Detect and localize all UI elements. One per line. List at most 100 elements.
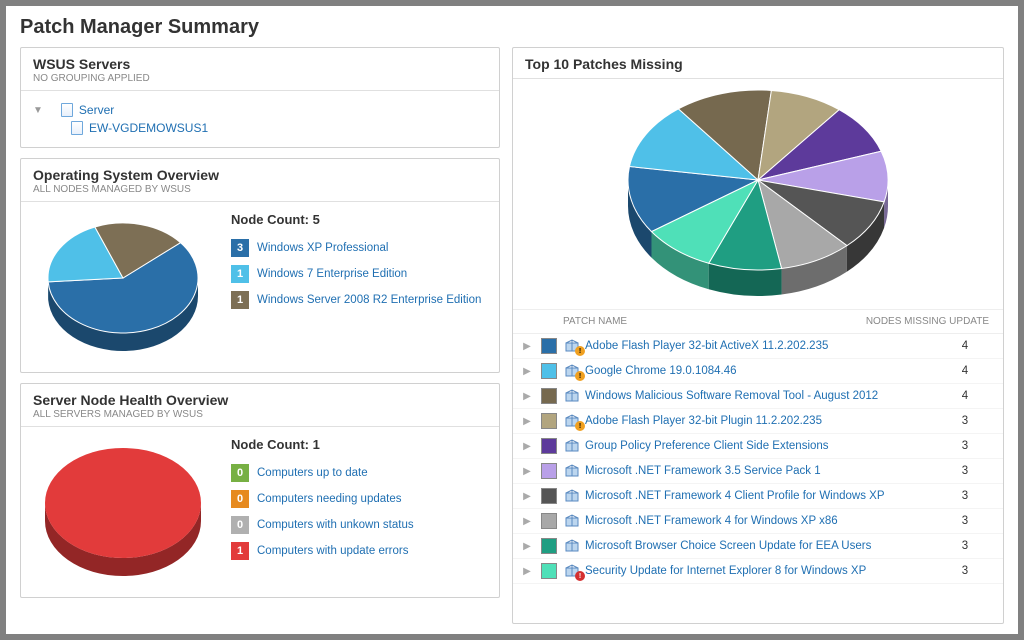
patch-count: 4 — [935, 340, 995, 352]
os-legend-label[interactable]: Windows XP Professional — [257, 242, 388, 254]
health-legend-item[interactable]: 0 Computers with unkown status — [231, 512, 487, 538]
patch-row[interactable]: ▶ Microsoft Browser Choice Screen Update… — [513, 534, 1003, 559]
patch-name-link[interactable]: Microsoft .NET Framework 4 Client Profil… — [585, 490, 935, 502]
package-icon — [565, 489, 581, 503]
patch-row[interactable]: ▶ Windows Malicious Software Removal Too… — [513, 384, 1003, 409]
health-legend-item[interactable]: 0 Computers up to date — [231, 460, 487, 486]
wsus-children: EW-VGDEMOWSUS1 — [33, 119, 487, 137]
health-header: Server Node Health Overview All servers … — [21, 384, 499, 427]
patch-name-link[interactable]: Windows Malicious Software Removal Tool … — [585, 390, 935, 402]
tree-root-label[interactable]: Server — [79, 103, 114, 117]
patch-name-link[interactable]: Adobe Flash Player 32-bit Plugin 11.2.20… — [585, 415, 935, 427]
health-legend-item[interactable]: 0Computers needing updates — [231, 486, 487, 512]
patches-col-name: Patch Name — [521, 316, 855, 327]
patch-color-swatch — [541, 463, 557, 479]
patch-name-link[interactable]: Microsoft Browser Choice Screen Update f… — [585, 540, 935, 552]
patch-count: 3 — [935, 565, 995, 577]
patch-name-link[interactable]: Adobe Flash Player 32-bit ActiveX 11.2.2… — [585, 340, 935, 352]
expand-caret-icon[interactable]: ▶ — [521, 366, 533, 377]
health-legend-item[interactable]: 1 Computers with update errors — [231, 538, 487, 564]
os-node-count: Node Count: 5 — [231, 212, 487, 227]
health-legend-label[interactable]: Computers with unkown status — [257, 519, 414, 531]
tree-child-row[interactable]: EW-VGDEMOWSUS1 — [71, 119, 487, 137]
wsus-header: WSUS Servers No grouping applied — [21, 48, 499, 91]
expand-caret-icon[interactable]: ▶ — [521, 341, 533, 352]
health-legend-swatch: 1 — [231, 542, 249, 560]
patches-body: Patch Name Nodes Missing Update ▶ Adobe … — [513, 79, 1003, 623]
right-column: Top 10 Patches Missing Patch Name Nodes … — [512, 47, 1004, 624]
package-icon — [565, 439, 581, 453]
error-badge-icon — [575, 571, 585, 581]
patch-row[interactable]: ▶ Adobe Flash Player 32-bit Plugin 11.2.… — [513, 409, 1003, 434]
os-pie-chart — [33, 212, 213, 362]
patch-count: 4 — [935, 365, 995, 377]
expand-caret-icon[interactable]: ▶ — [521, 516, 533, 527]
os-legend-label[interactable]: Windows Server 2008 R2 Enterprise Editio… — [257, 294, 481, 306]
patch-row[interactable]: ▶ Google Chrome 19.0.1084.46 4 — [513, 359, 1003, 384]
patch-count: 3 — [935, 490, 995, 502]
patch-name-link[interactable]: Microsoft .NET Framework 3.5 Service Pac… — [585, 465, 935, 477]
patch-color-swatch — [541, 388, 557, 404]
wsus-subtitle: No grouping applied — [33, 73, 487, 84]
server-group-icon — [61, 103, 73, 117]
patch-row[interactable]: ▶ Microsoft .NET Framework 4 for Windows… — [513, 509, 1003, 534]
package-icon — [565, 514, 581, 528]
os-legend-item[interactable]: 1 Windows 7 Enterprise Edition — [231, 261, 487, 287]
package-icon — [565, 339, 581, 353]
expand-caret-icon[interactable]: ▶ — [521, 416, 533, 427]
health-node-count: Node Count: 1 — [231, 437, 487, 452]
patch-row[interactable]: ▶ Adobe Flash Player 32-bit ActiveX 11.2… — [513, 334, 1003, 359]
patches-header: Top 10 Patches Missing — [513, 48, 1003, 79]
os-legend-label[interactable]: Windows 7 Enterprise Edition — [257, 268, 407, 280]
patch-name-link[interactable]: Group Policy Preference Client Side Exte… — [585, 440, 935, 452]
patches-col-count: Nodes Missing Update — [855, 316, 995, 327]
package-icon — [565, 564, 581, 578]
patch-count: 3 — [935, 465, 995, 477]
health-panel: Server Node Health Overview All servers … — [20, 383, 500, 598]
tree-root-row[interactable]: ▼ Server — [33, 101, 487, 119]
os-legend-item[interactable]: 3 Windows XP Professional — [231, 235, 487, 261]
expand-caret-icon[interactable]: ▶ — [521, 541, 533, 552]
patch-name-link[interactable]: Microsoft .NET Framework 4 for Windows X… — [585, 515, 935, 527]
package-icon — [565, 414, 581, 428]
patch-count: 3 — [935, 540, 995, 552]
health-legend-label[interactable]: Computers with update errors — [257, 545, 408, 557]
health-legend-swatch: 0 — [231, 516, 249, 534]
health-body: Node Count: 1 0Computers up to date0Comp… — [21, 427, 499, 597]
package-icon — [565, 539, 581, 553]
expand-caret-icon[interactable]: ▶ — [521, 491, 533, 502]
warning-badge-icon — [575, 346, 585, 356]
expand-caret-icon[interactable]: ▶ — [521, 391, 533, 402]
patch-row[interactable]: ▶ Microsoft .NET Framework 3.5 Service P… — [513, 459, 1003, 484]
dashboard-page: Patch Manager Summary WSUS Servers No gr… — [6, 6, 1018, 634]
caret-down-icon[interactable]: ▼ — [33, 105, 43, 116]
patches-pie-wrap — [513, 79, 1003, 309]
package-icon — [565, 364, 581, 378]
patch-name-link[interactable]: Security Update for Internet Explorer 8 … — [585, 565, 935, 577]
os-legend-swatch: 3 — [231, 239, 249, 257]
health-legend-swatch: 0 — [231, 464, 249, 482]
patch-color-swatch — [541, 363, 557, 379]
patch-color-swatch — [541, 338, 557, 354]
os-subtitle: All nodes managed by WSUS — [33, 184, 487, 195]
health-legend-label[interactable]: Computers needing updates — [257, 493, 402, 505]
expand-caret-icon[interactable]: ▶ — [521, 566, 533, 577]
patch-color-swatch — [541, 413, 557, 429]
patch-count: 3 — [935, 440, 995, 452]
expand-caret-icon[interactable]: ▶ — [521, 466, 533, 477]
patch-name-link[interactable]: Google Chrome 19.0.1084.46 — [585, 365, 935, 377]
patch-row[interactable]: ▶ Group Policy Preference Client Side Ex… — [513, 434, 1003, 459]
os-legend-swatch: 1 — [231, 265, 249, 283]
tree-child-label[interactable]: EW-VGDEMOWSUS1 — [89, 121, 208, 135]
expand-caret-icon[interactable]: ▶ — [521, 441, 533, 452]
patch-color-swatch — [541, 438, 557, 454]
patch-row[interactable]: ▶ Security Update for Internet Explorer … — [513, 559, 1003, 584]
patch-row[interactable]: ▶ Microsoft .NET Framework 4 Client Prof… — [513, 484, 1003, 509]
wsus-title: WSUS Servers — [33, 56, 487, 72]
health-legend-label[interactable]: Computers up to date — [257, 467, 368, 479]
warning-badge-icon — [575, 371, 585, 381]
os-overview-panel: Operating System Overview All nodes mana… — [20, 158, 500, 373]
package-icon — [565, 464, 581, 478]
patch-color-swatch — [541, 513, 557, 529]
os-legend-item[interactable]: 1Windows Server 2008 R2 Enterprise Editi… — [231, 287, 487, 313]
